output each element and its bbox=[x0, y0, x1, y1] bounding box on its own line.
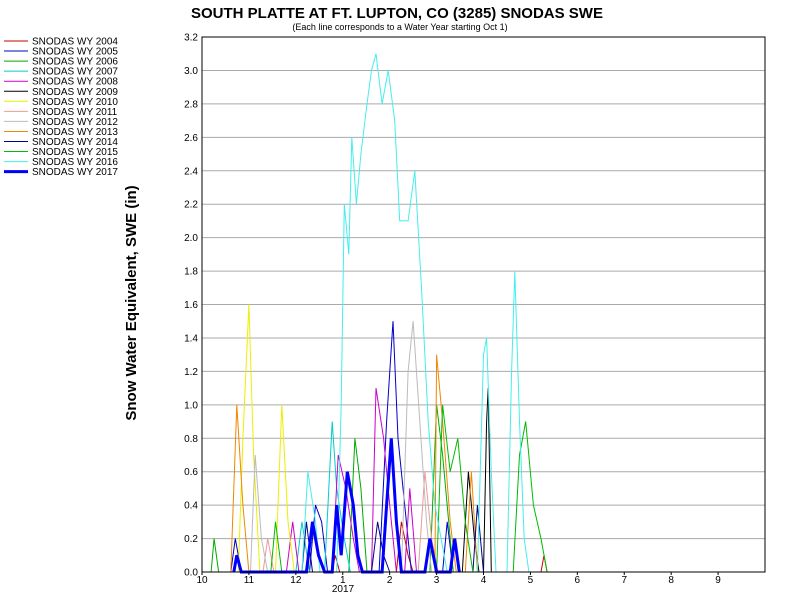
y-tick-label: 2.2 bbox=[184, 200, 198, 211]
x-tick-label: 11 bbox=[244, 575, 255, 586]
x-tick-label: 6 bbox=[575, 575, 581, 586]
series-line-snodas-wy-2013 bbox=[230, 354, 478, 573]
series-line-snodas-wy-2017 bbox=[232, 438, 461, 574]
legend-label: SNODAS WY 2015 bbox=[32, 147, 118, 158]
y-tick-label: 2.8 bbox=[184, 99, 198, 110]
legend-label: SNODAS WY 2008 bbox=[32, 77, 118, 88]
x-tick-labels: 10 11 12 1 2 3 4 5 6 7 8 9 bbox=[196, 572, 721, 586]
x-tick-label: 5 bbox=[528, 575, 534, 586]
series-lines bbox=[210, 53, 548, 574]
legend-label: SNODAS WY 2017 bbox=[32, 167, 118, 178]
grid-lines bbox=[202, 36, 765, 540]
y-tick-label: 0.8 bbox=[184, 434, 198, 445]
legend-label: SNODAS WY 2005 bbox=[32, 47, 118, 58]
legend-label: SNODAS WY 2007 bbox=[32, 67, 118, 78]
x-tick-label: 7 bbox=[621, 575, 627, 586]
x-tick-label: 3 bbox=[434, 575, 440, 586]
chart-title: SOUTH PLATTE AT FT. LUPTON, CO (3285) SN… bbox=[191, 5, 603, 22]
y-tick-label: 2.6 bbox=[184, 133, 198, 144]
y-tick-label: 2.4 bbox=[184, 166, 198, 177]
y-tick-label: 0.2 bbox=[184, 534, 198, 545]
y-tick-label: 3.0 bbox=[184, 66, 198, 77]
chart-subtitle: (Each line corresponds to a Water Year s… bbox=[292, 22, 507, 32]
y-tick-label: 1.2 bbox=[184, 367, 198, 378]
y-tick-label: 1.6 bbox=[184, 300, 198, 311]
x-tick-label: 10 bbox=[196, 575, 208, 586]
legend-label: SNODAS WY 2013 bbox=[32, 127, 118, 138]
x-tick-label: 12 bbox=[290, 575, 302, 586]
series-line-snodas-wy-2006 bbox=[210, 404, 454, 573]
y-axis-label: Snow Water Equivalent, SWE (in) bbox=[123, 185, 140, 420]
y-tick-label: 1.4 bbox=[184, 333, 198, 344]
legend-label: SNODAS WY 2006 bbox=[32, 57, 118, 68]
x-tick-label: 8 bbox=[668, 575, 674, 586]
y-tick-label: 0.6 bbox=[184, 467, 198, 478]
x-tick-label: 9 bbox=[715, 575, 721, 586]
x-tick-label: 2 bbox=[387, 575, 393, 586]
x-tick-label: 1 bbox=[340, 575, 346, 586]
x-year-label: 2017 bbox=[332, 584, 355, 595]
legend-label: SNODAS WY 2004 bbox=[32, 37, 118, 48]
series-line-snodas-wy-2012 bbox=[250, 321, 433, 573]
y-tick-label: 1.0 bbox=[184, 400, 198, 411]
y-tick-label: 3.2 bbox=[184, 33, 198, 44]
y-tick-label: 2.0 bbox=[184, 233, 198, 244]
y-tick-labels: 0.0 0.2 0.4 0.6 0.8 1.0 1.2 1.4 1.6 1.8 2.0 2.2 2.4 2… bbox=[184, 33, 198, 579]
y-tick-label: 1.8 bbox=[184, 267, 198, 278]
y-tick-label: 0.0 bbox=[184, 568, 198, 579]
legend-label: SNODAS WY 2009 bbox=[32, 87, 118, 98]
legend-label: SNODAS WY 2014 bbox=[32, 137, 118, 148]
legend-label: SNODAS WY 2016 bbox=[32, 157, 118, 168]
series-line-snodas-wy-2004 bbox=[331, 521, 548, 573]
legend-label: SNODAS WY 2010 bbox=[32, 97, 118, 108]
legend-label: SNODAS WY 2012 bbox=[32, 117, 118, 128]
y-tick-label: 0.4 bbox=[184, 501, 198, 512]
legend-label: SNODAS WY 2011 bbox=[32, 107, 118, 118]
x-tick-label: 4 bbox=[481, 575, 487, 586]
